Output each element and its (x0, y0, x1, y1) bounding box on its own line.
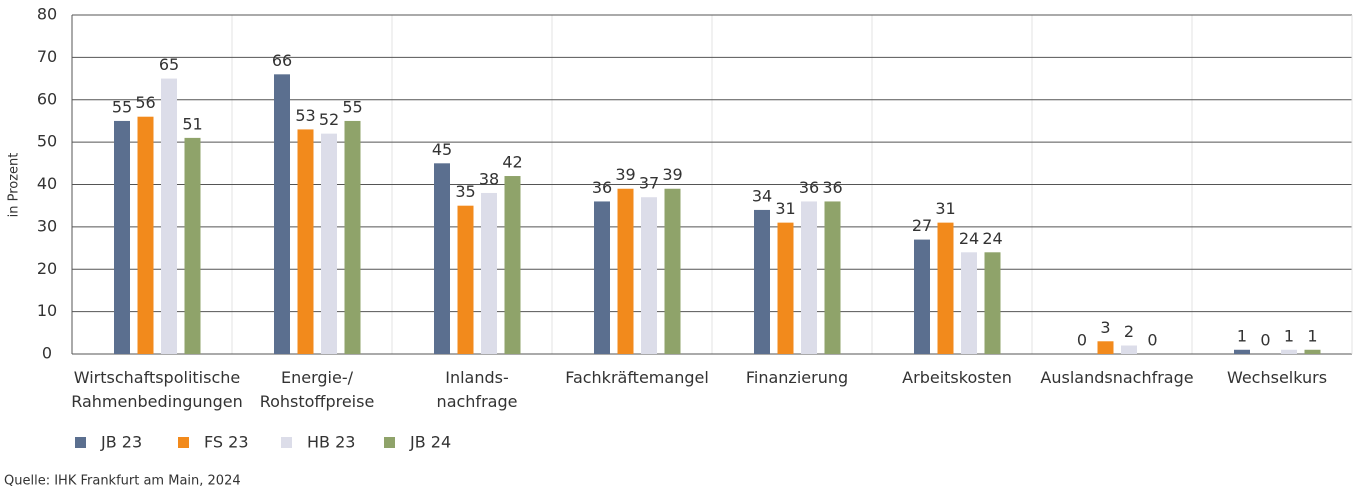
value-label: 39 (662, 165, 682, 184)
legend-label: JB 23 (100, 433, 142, 452)
legend-swatch (75, 437, 86, 448)
legend-swatch (178, 437, 189, 448)
value-label: 36 (592, 178, 612, 197)
value-label: 52 (319, 110, 339, 129)
value-label: 55 (342, 97, 362, 116)
bar (1097, 341, 1114, 354)
bar (594, 201, 610, 354)
bar (1121, 345, 1137, 354)
value-label: 31 (935, 199, 955, 218)
value-label: 66 (272, 51, 292, 70)
bar (914, 239, 930, 354)
bar (777, 222, 794, 354)
bar (274, 74, 290, 354)
y-tick-label: 70 (37, 47, 57, 66)
value-label: 51 (182, 114, 202, 133)
bar (1281, 349, 1297, 354)
value-label: 3 (1100, 318, 1110, 337)
bar (297, 129, 314, 354)
bar (1234, 349, 1250, 354)
bar (824, 201, 841, 354)
value-label: 37 (639, 174, 659, 193)
bar (504, 176, 521, 354)
x-tick-label: Wechselkurs (1227, 368, 1327, 387)
bar (641, 197, 657, 354)
bar (137, 116, 154, 354)
bar (961, 252, 977, 354)
y-axis-label: in Prozent (7, 153, 22, 218)
legend-swatch (384, 437, 395, 448)
x-tick-label: Auslandsnachfrage (1040, 368, 1193, 387)
bar (161, 78, 177, 354)
x-tick-label: Wirtschaftspolitische Rahmenbedingungen (71, 368, 243, 411)
y-tick-label: 60 (37, 89, 57, 108)
value-label: 0 (1147, 331, 1157, 350)
y-tick-label: 30 (37, 216, 57, 235)
bar (984, 252, 1001, 354)
x-tick-label: Arbeitskosten (902, 368, 1012, 387)
bar (801, 201, 817, 354)
bar (754, 209, 770, 354)
legend-label: FS 23 (204, 433, 249, 452)
bar (937, 222, 954, 354)
value-label: 34 (752, 186, 772, 205)
legend-swatch (281, 437, 292, 448)
value-label: 45 (432, 140, 452, 159)
value-label: 0 (1260, 331, 1270, 350)
x-tick-label: Finanzierung (746, 368, 848, 387)
value-label: 42 (502, 153, 522, 172)
value-label: 31 (775, 199, 795, 218)
bar (114, 120, 130, 354)
value-label: 36 (822, 178, 842, 197)
bar (481, 192, 497, 354)
x-tick-label: Fachkräftemangel (565, 368, 709, 387)
value-label: 53 (295, 106, 315, 125)
bar (434, 163, 450, 354)
value-label: 2 (1124, 322, 1134, 341)
value-label: 55 (112, 97, 132, 116)
y-tick-label: 20 (37, 259, 57, 278)
y-tick-label: 0 (42, 344, 52, 363)
value-label: 0 (1077, 331, 1087, 350)
bar (184, 137, 201, 354)
y-tick-label: 10 (37, 301, 57, 320)
bar (344, 120, 361, 354)
value-label: 27 (912, 216, 932, 235)
value-label: 35 (455, 182, 475, 201)
value-label: 65 (159, 55, 179, 74)
value-label: 1 (1284, 326, 1294, 345)
bar (664, 188, 681, 354)
value-label: 24 (959, 229, 979, 248)
x-tick-label: Energie-/Rohstoffpreise (260, 368, 375, 411)
source: Quelle: IHK Frankfurt am Main, 2024 (4, 474, 241, 489)
legend-label: JB 24 (409, 433, 451, 452)
bar (617, 188, 634, 354)
value-label: 39 (615, 165, 635, 184)
value-label: 24 (982, 229, 1002, 248)
bar (457, 205, 474, 354)
y-tick-label: 80 (37, 5, 57, 24)
value-label: 1 (1237, 326, 1247, 345)
bar (1304, 349, 1321, 354)
legend-label: HB 23 (307, 433, 355, 452)
value-label: 56 (135, 93, 155, 112)
value-label: 36 (799, 178, 819, 197)
value-label: 38 (479, 169, 499, 188)
x-tick-label: Inlands-nachfrage (437, 368, 518, 411)
y-tick-label: 40 (37, 174, 57, 193)
y-tick-label: 50 (37, 132, 57, 151)
bar (321, 133, 337, 354)
value-label: 1 (1307, 326, 1317, 345)
